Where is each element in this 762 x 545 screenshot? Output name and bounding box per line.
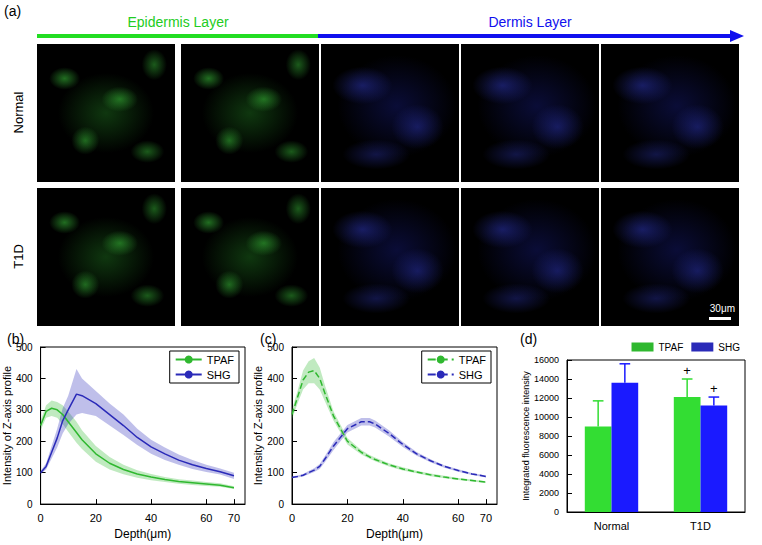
svg-text:+: + — [683, 363, 691, 378]
svg-text:0: 0 — [38, 512, 44, 524]
svg-text:TPAF: TPAF — [207, 354, 235, 366]
svg-text:Dermis Layer: Dermis Layer — [488, 14, 572, 30]
svg-text:20: 20 — [90, 512, 102, 524]
svg-text:SHG: SHG — [718, 342, 740, 353]
svg-text:(a): (a) — [4, 3, 21, 19]
svg-text:0: 0 — [289, 512, 295, 524]
svg-text:500: 500 — [267, 341, 284, 353]
svg-text:0: 0 — [278, 499, 284, 510]
svg-text:T1D: T1D — [690, 520, 711, 532]
svg-text:12000: 12000 — [534, 393, 559, 403]
svg-text:400: 400 — [267, 373, 284, 384]
svg-text:200: 200 — [267, 436, 284, 447]
svg-text:TPAF: TPAF — [459, 354, 487, 366]
svg-text:70: 70 — [228, 512, 240, 524]
svg-text:60: 60 — [452, 512, 464, 524]
html-text:T1D: T1D — [10, 244, 26, 269]
svg-text:+: + — [710, 381, 718, 396]
svg-text:Integrated fluorescence intens: Integrated fluorescence intensity — [521, 371, 531, 501]
svg-text:(c): (c) — [260, 331, 276, 347]
svg-text:2000: 2000 — [539, 488, 559, 498]
svg-text:40: 40 — [145, 512, 157, 524]
html-text:Normal: Normal — [10, 91, 26, 134]
svg-text:0: 0 — [27, 499, 33, 510]
svg-text:200: 200 — [16, 436, 33, 447]
svg-text:Depth(μm): Depth(μm) — [114, 527, 171, 541]
svg-text:300: 300 — [267, 404, 284, 415]
svg-text:14000: 14000 — [534, 374, 559, 384]
svg-text:Depth(μm): Depth(μm) — [366, 527, 423, 541]
svg-text:60: 60 — [200, 512, 212, 524]
svg-text:100: 100 — [16, 467, 33, 478]
svg-text:(b): (b) — [7, 331, 24, 347]
svg-text:400: 400 — [16, 373, 33, 384]
svg-text:8000: 8000 — [539, 431, 559, 441]
svg-text:SHG: SHG — [207, 369, 231, 381]
svg-text:(d): (d) — [520, 331, 537, 347]
svg-text:6000: 6000 — [539, 450, 559, 460]
svg-text:16000: 16000 — [534, 355, 559, 365]
svg-text:70: 70 — [480, 512, 492, 524]
svg-text:20: 20 — [341, 512, 353, 524]
svg-text:500: 500 — [15, 341, 33, 353]
svg-text:300: 300 — [16, 404, 33, 415]
svg-text:0: 0 — [554, 507, 559, 517]
svg-text:10000: 10000 — [534, 412, 559, 422]
svg-text:Intensity of Z-axis profile: Intensity of Z-axis profile — [252, 366, 264, 485]
svg-text:100: 100 — [267, 467, 284, 478]
svg-text:40: 40 — [397, 512, 409, 524]
svg-text:4000: 4000 — [539, 469, 559, 479]
svg-text:Intensity of Z-axis profile: Intensity of Z-axis profile — [1, 366, 13, 485]
html-text:30μm: 30μm — [709, 303, 735, 314]
svg-text:TPAF: TPAF — [659, 342, 684, 353]
svg-text:Normal: Normal — [594, 520, 629, 532]
svg-text:Epidermis Layer: Epidermis Layer — [127, 14, 228, 30]
svg-text:SHG: SHG — [459, 369, 483, 381]
